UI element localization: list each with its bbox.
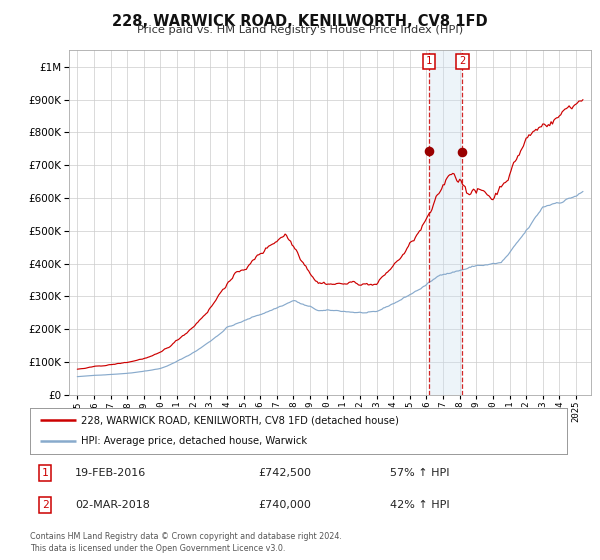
Text: 57% ↑ HPI: 57% ↑ HPI [390,468,449,478]
Text: 228, WARWICK ROAD, KENILWORTH, CV8 1FD: 228, WARWICK ROAD, KENILWORTH, CV8 1FD [112,14,488,29]
Text: 02-MAR-2018: 02-MAR-2018 [75,500,150,510]
Text: Price paid vs. HM Land Registry's House Price Index (HPI): Price paid vs. HM Land Registry's House … [137,25,463,35]
Text: 19-FEB-2016: 19-FEB-2016 [75,468,146,478]
Text: HPI: Average price, detached house, Warwick: HPI: Average price, detached house, Warw… [81,436,307,446]
Text: 228, WARWICK ROAD, KENILWORTH, CV8 1FD (detached house): 228, WARWICK ROAD, KENILWORTH, CV8 1FD (… [81,415,399,425]
Point [424,147,433,156]
Text: £742,500: £742,500 [258,468,311,478]
Text: 1: 1 [425,57,432,67]
Text: 2: 2 [41,500,49,510]
Text: Contains HM Land Registry data © Crown copyright and database right 2024.
This d: Contains HM Land Registry data © Crown c… [30,533,342,553]
Text: 42% ↑ HPI: 42% ↑ HPI [390,500,449,510]
Text: 2: 2 [460,57,466,67]
Point [458,148,467,157]
Bar [428,50,463,395]
Text: £740,000: £740,000 [258,500,311,510]
Text: 1: 1 [41,468,49,478]
